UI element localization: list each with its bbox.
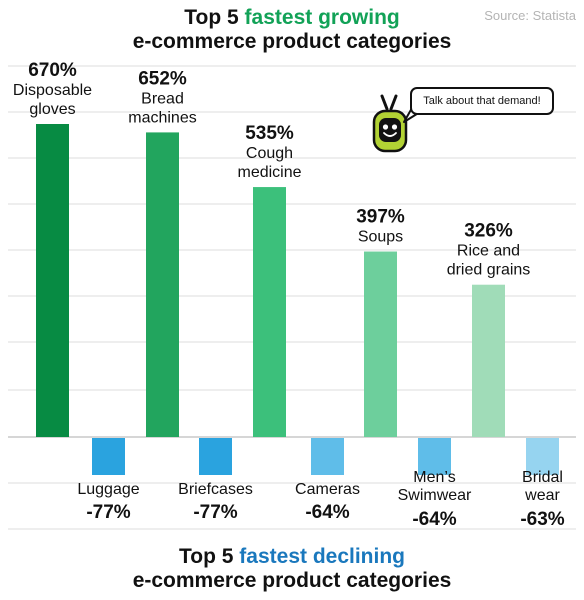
growth-category-label: gloves (29, 101, 75, 118)
decline-category-label: Bridal (522, 469, 563, 486)
robot-eye (391, 124, 398, 130)
top-title-prefix: Top 5 (184, 6, 239, 29)
robot-smile (383, 132, 397, 137)
decline-bar (92, 438, 125, 475)
decline-percent-label: -63% (520, 509, 564, 530)
source-credit: Source: Statista (484, 8, 576, 23)
growth-category-label: Soups (358, 229, 403, 246)
robot-speech-bubble: Talk about that demand! (410, 87, 554, 115)
growth-percent-label: 652% (138, 68, 187, 89)
decline-category-label: Briefcases (178, 481, 253, 498)
decline-bar (311, 438, 344, 475)
growth-percent-label: 535% (245, 123, 294, 144)
robot-antenna (389, 94, 398, 111)
growth-bar (253, 187, 286, 437)
growth-category-label: Rice and (457, 243, 520, 260)
decline-category-label: Men’s (413, 469, 455, 486)
robot-mascot-icon (372, 94, 421, 153)
decline-bar (526, 438, 559, 475)
bottom-title-accent: fastest declining (239, 545, 405, 568)
growth-percent-label: 670% (28, 60, 77, 81)
top-title-line2: e-commerce product categories (132, 30, 452, 53)
decline-category-label: Cameras (295, 481, 360, 498)
robot-face (379, 118, 401, 142)
decline-category-label: Swimwear (398, 487, 472, 504)
growth-category-label: machines (128, 109, 196, 126)
bottom-title-line2: e-commerce product categories (132, 569, 452, 592)
bottom-chart-title: Top 5 fastest declining e-commerce produ… (0, 545, 584, 593)
decline-category-label: wear (524, 487, 560, 504)
decline-percent-label: -77% (193, 502, 237, 523)
decline-category-label: Luggage (77, 481, 139, 498)
growth-bar (472, 284, 505, 437)
growth-percent-label: 326% (464, 221, 513, 242)
decline-percent-label: -64% (305, 502, 349, 523)
growth-category-label: Disposable (13, 82, 92, 99)
growth-bar (36, 124, 69, 437)
decline-percent-label: -64% (412, 509, 456, 530)
growth-category-label: medicine (237, 164, 301, 181)
top-title-accent: fastest growing (244, 6, 400, 29)
growth-bar (146, 132, 179, 438)
growth-category-label: dried grains (447, 262, 531, 279)
decline-bar (199, 438, 232, 475)
bottom-title-prefix: Top 5 (179, 545, 234, 568)
robot-antenna (380, 94, 389, 111)
growth-percent-label: 397% (356, 207, 405, 228)
decline-bar (418, 438, 451, 475)
growth-category-label: Bread (141, 90, 184, 107)
top-chart-title: Top 5 fastest growing e-commerce product… (0, 6, 584, 54)
growth-category-label: Cough (246, 145, 293, 162)
growth-bar (364, 251, 397, 437)
decline-percent-label: -77% (86, 502, 130, 523)
robot-eye (382, 124, 389, 130)
